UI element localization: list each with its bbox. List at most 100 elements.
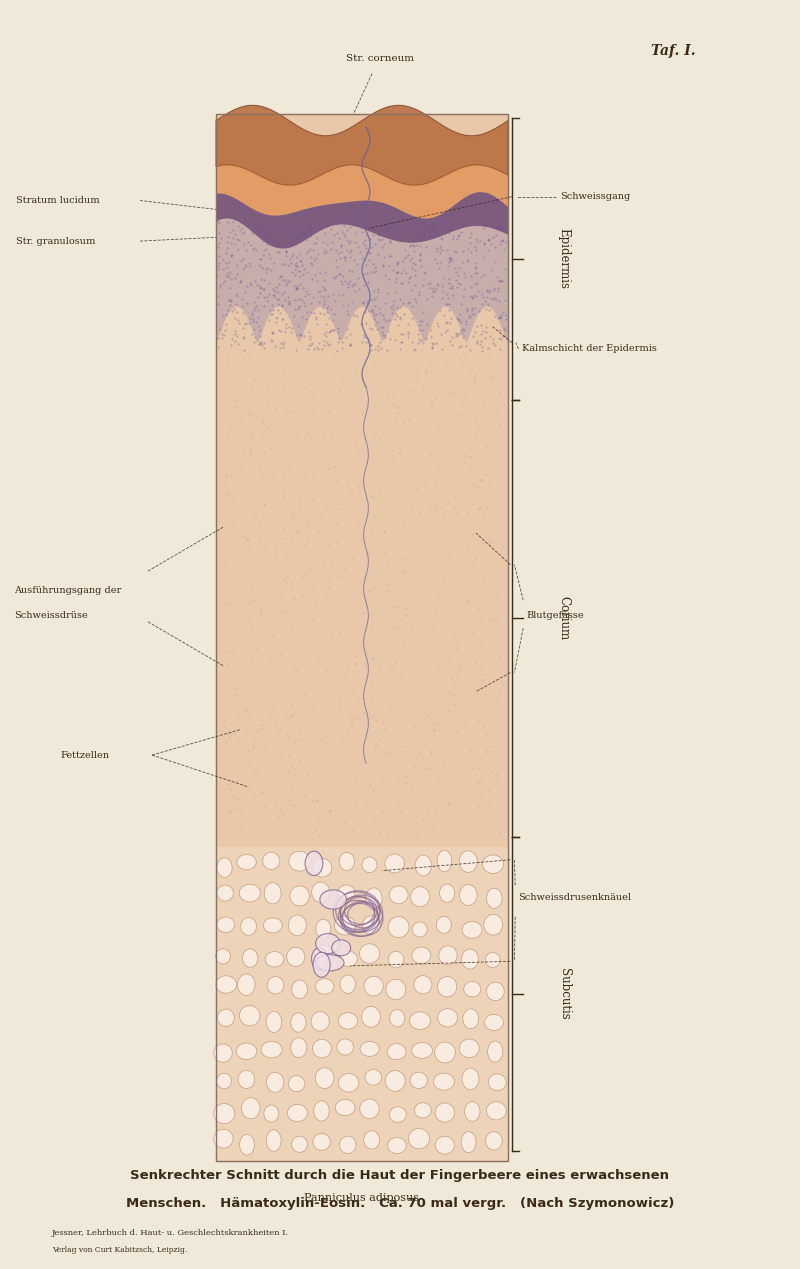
Text: Schweissdrüse: Schweissdrüse [14,610,88,621]
Text: Jessner, Lehrbuch d. Haut- u. Geschlechtskrankheiten I.: Jessner, Lehrbuch d. Haut- u. Geschlecht… [52,1230,289,1237]
Ellipse shape [415,855,431,876]
Ellipse shape [237,854,256,869]
Ellipse shape [338,1074,359,1093]
Text: Fettzellen: Fettzellen [60,750,109,760]
Ellipse shape [262,853,280,869]
Ellipse shape [390,1107,406,1122]
Ellipse shape [439,945,457,964]
Ellipse shape [388,1137,406,1154]
Ellipse shape [216,976,237,994]
Ellipse shape [241,917,257,935]
Ellipse shape [238,1070,254,1089]
Ellipse shape [410,1011,430,1029]
Text: Epidermis: Epidermis [558,228,570,289]
Ellipse shape [437,850,452,872]
Ellipse shape [386,980,406,1000]
Ellipse shape [312,858,332,877]
Text: Senkrechter Schnitt durch die Haut der Fingerbeere eines erwachsenen: Senkrechter Schnitt durch die Haut der F… [130,1169,670,1181]
Ellipse shape [414,1103,431,1118]
Ellipse shape [217,858,232,877]
Ellipse shape [410,1072,427,1089]
Ellipse shape [236,1043,257,1060]
Text: Verlag von Curt Kabitzsch, Leipzig.: Verlag von Curt Kabitzsch, Leipzig. [52,1246,187,1254]
Ellipse shape [435,1103,454,1122]
Ellipse shape [486,982,504,1001]
Ellipse shape [465,1101,480,1122]
Ellipse shape [292,980,307,999]
Ellipse shape [484,915,502,935]
Ellipse shape [305,851,323,876]
Polygon shape [216,192,508,249]
Ellipse shape [313,1133,330,1150]
Ellipse shape [414,976,432,994]
Ellipse shape [218,1009,234,1027]
Ellipse shape [362,857,377,873]
Polygon shape [216,114,508,1161]
Ellipse shape [387,1043,406,1060]
Text: Corium: Corium [558,596,570,641]
Ellipse shape [435,1136,454,1154]
Text: Blutgefässe: Blutgefässe [526,610,584,621]
Ellipse shape [315,1067,334,1089]
Ellipse shape [412,1043,433,1058]
Ellipse shape [287,1104,307,1122]
Ellipse shape [412,947,431,964]
Ellipse shape [360,1042,379,1056]
Ellipse shape [291,1013,306,1032]
Ellipse shape [364,976,383,996]
Ellipse shape [214,1104,234,1124]
Ellipse shape [486,1101,506,1121]
Ellipse shape [288,1076,305,1091]
Ellipse shape [486,953,500,967]
Ellipse shape [266,1129,281,1151]
Ellipse shape [242,1098,260,1119]
Ellipse shape [315,934,340,953]
Ellipse shape [340,952,358,967]
Ellipse shape [264,1105,278,1122]
Ellipse shape [362,916,380,934]
Ellipse shape [436,916,451,934]
Ellipse shape [461,1132,476,1152]
Ellipse shape [487,1041,502,1062]
Ellipse shape [388,916,409,938]
Text: Taf. I.: Taf. I. [651,44,696,58]
Ellipse shape [286,947,305,967]
Ellipse shape [239,884,261,902]
Ellipse shape [239,1005,260,1025]
Polygon shape [216,165,508,218]
Ellipse shape [486,1132,502,1150]
Ellipse shape [217,917,234,933]
Ellipse shape [215,949,230,964]
Ellipse shape [459,1039,479,1057]
Ellipse shape [362,1006,381,1027]
Text: Schweissgang: Schweissgang [560,192,630,202]
Ellipse shape [462,949,478,970]
Ellipse shape [290,886,310,906]
Ellipse shape [390,886,408,904]
Ellipse shape [438,1009,458,1027]
Ellipse shape [488,1074,506,1091]
Ellipse shape [334,916,355,935]
Ellipse shape [365,1070,382,1085]
Ellipse shape [242,949,258,967]
Ellipse shape [264,883,281,904]
Text: Str. corneum: Str. corneum [346,53,414,63]
Ellipse shape [314,945,333,962]
Ellipse shape [320,890,346,909]
Ellipse shape [311,948,327,970]
Ellipse shape [486,888,502,909]
Ellipse shape [410,887,430,907]
Ellipse shape [385,1071,406,1091]
Text: Menschen.   Hämatoxylin-Eosin.   Ca. 70 mal vergr.   (Nach Szymonowicz): Menschen. Hämatoxylin-Eosin. Ca. 70 mal … [126,1197,674,1209]
Ellipse shape [464,981,481,997]
Ellipse shape [315,978,334,994]
Text: Subcutis: Subcutis [558,968,570,1020]
Ellipse shape [315,954,344,971]
Ellipse shape [316,919,331,939]
Ellipse shape [214,1044,232,1062]
Ellipse shape [312,882,330,902]
Ellipse shape [217,1074,231,1089]
Ellipse shape [239,1134,254,1155]
Ellipse shape [485,1014,503,1030]
Ellipse shape [338,884,355,900]
